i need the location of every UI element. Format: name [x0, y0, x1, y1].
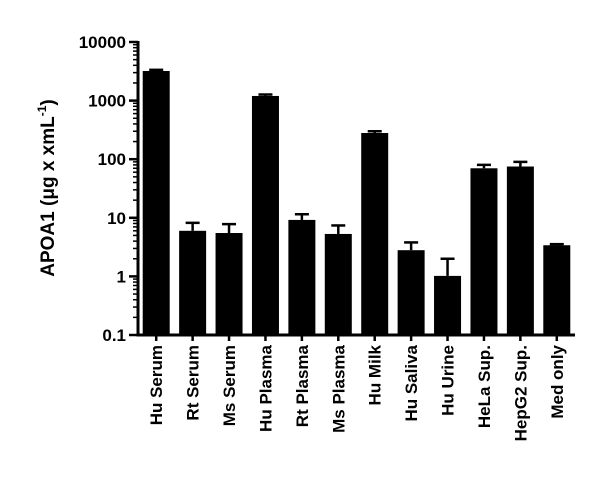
y-tick-label: 100: [98, 150, 126, 169]
y-tick-label: 10: [107, 209, 126, 228]
x-tick-label: Ms Serum: [220, 345, 239, 426]
bar: [397, 250, 425, 335]
y-axis-title-text: APOA1 (μg x xmL: [38, 116, 59, 277]
x-tick-label: Med only: [548, 344, 567, 418]
bar: [324, 233, 352, 335]
x-tick-label: HepG2 Sup.: [511, 345, 530, 441]
x-tick-label: Hu Milk: [366, 344, 385, 405]
x-tick-label: HeLa Sup.: [475, 345, 494, 428]
x-tick-label: Rt Serum: [184, 345, 203, 421]
bar: [506, 166, 534, 335]
bar: [142, 70, 170, 335]
x-tick-label: Hu Urine: [439, 345, 458, 416]
y-axis-title: APOA1 (μg x xmL-1): [35, 99, 59, 277]
bar: [361, 132, 389, 335]
y-tick-label: 10000: [79, 33, 126, 52]
bar: [251, 95, 279, 335]
bar: [470, 168, 498, 335]
bar: [434, 275, 462, 335]
bar: [288, 219, 316, 335]
y-axis-title-superscript: -1: [35, 105, 49, 116]
bar: [543, 245, 571, 335]
x-tick-label: Hu Serum: [147, 345, 166, 425]
plot-area: Hu Serum Rt Serum Ms Serum Hu Plasma Rt Plas…: [79, 33, 575, 441]
bar: [215, 233, 243, 335]
x-tick-label: Ms Plasma: [329, 344, 348, 432]
y-tick-label: 1000: [88, 92, 126, 111]
x-tick-label: Rt Plasma: [293, 344, 312, 427]
x-tick-label: Hu Plasma: [256, 344, 275, 431]
x-tick-label: Hu Saliva: [402, 344, 421, 421]
y-axis-title-close: ): [38, 99, 59, 105]
bar: [179, 230, 207, 335]
y-tick-label: 1: [117, 267, 126, 286]
y-tick-label: 0.1: [102, 326, 126, 345]
